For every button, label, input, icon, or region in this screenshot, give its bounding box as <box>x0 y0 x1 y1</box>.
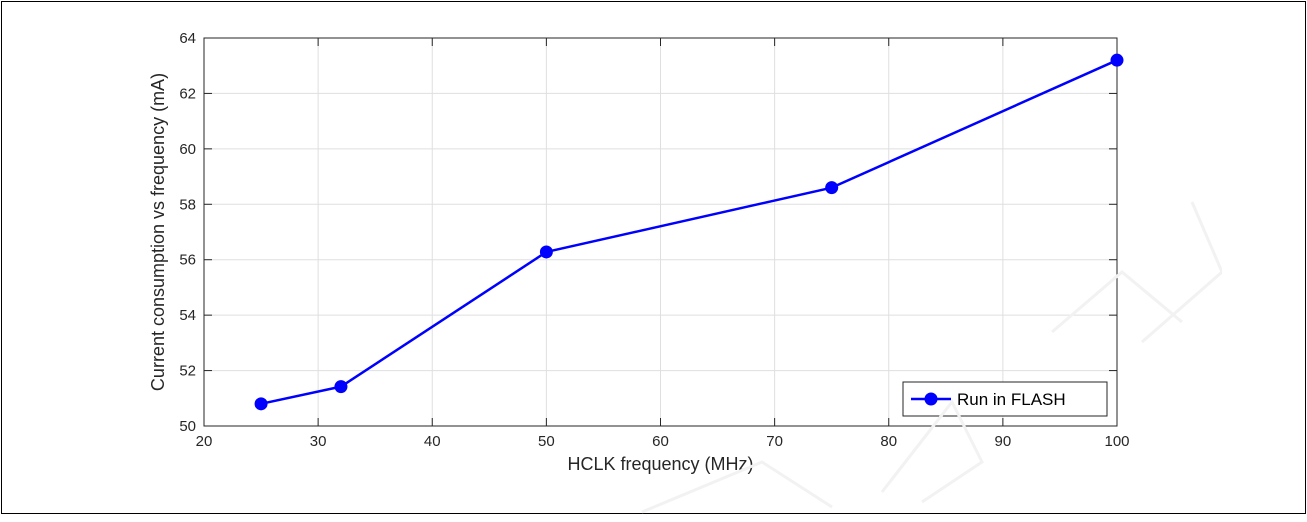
y-tick-label: 54 <box>179 307 196 324</box>
x-axis-label: HCLK frequency (MHz) <box>567 454 753 474</box>
x-tick-label: 20 <box>196 433 213 450</box>
grid <box>204 38 1117 426</box>
x-tick-label: 40 <box>424 433 441 450</box>
y-tick-label: 58 <box>179 196 196 213</box>
x-tick-label: 30 <box>310 433 327 450</box>
data-point <box>1110 53 1124 67</box>
x-tick-label: 80 <box>880 433 897 450</box>
x-tick-label: 70 <box>766 433 783 450</box>
x-tick-label: 100 <box>1104 433 1129 450</box>
series <box>254 53 1124 411</box>
y-tick-label: 64 <box>179 30 196 47</box>
x-tick-label: 90 <box>995 433 1012 450</box>
data-point <box>539 245 553 259</box>
legend: Run in FLASH <box>902 381 1108 417</box>
y-tick-label: 56 <box>179 252 196 269</box>
y-tick-label: 52 <box>179 363 196 380</box>
line-chart: 20 30 40 50 60 70 80 90 100 50 52 54 56 58 60 62 64 HCLK… <box>148 30 1130 474</box>
x-tick-label: 60 <box>652 433 669 450</box>
y-tick-label: 60 <box>179 141 196 158</box>
data-point <box>254 397 268 411</box>
data-point <box>825 181 839 195</box>
y-axis-label: Current consumption vs frequency (mA) <box>148 73 168 391</box>
y-tick-label: 50 <box>179 418 196 435</box>
x-tick-label: 50 <box>538 433 555 450</box>
legend-entry-label: Run in FLASH <box>957 390 1066 409</box>
legend-marker-swatch <box>924 392 938 406</box>
y-tick-label: 62 <box>179 85 196 102</box>
series-line <box>260 59 1118 406</box>
data-point <box>334 380 348 394</box>
